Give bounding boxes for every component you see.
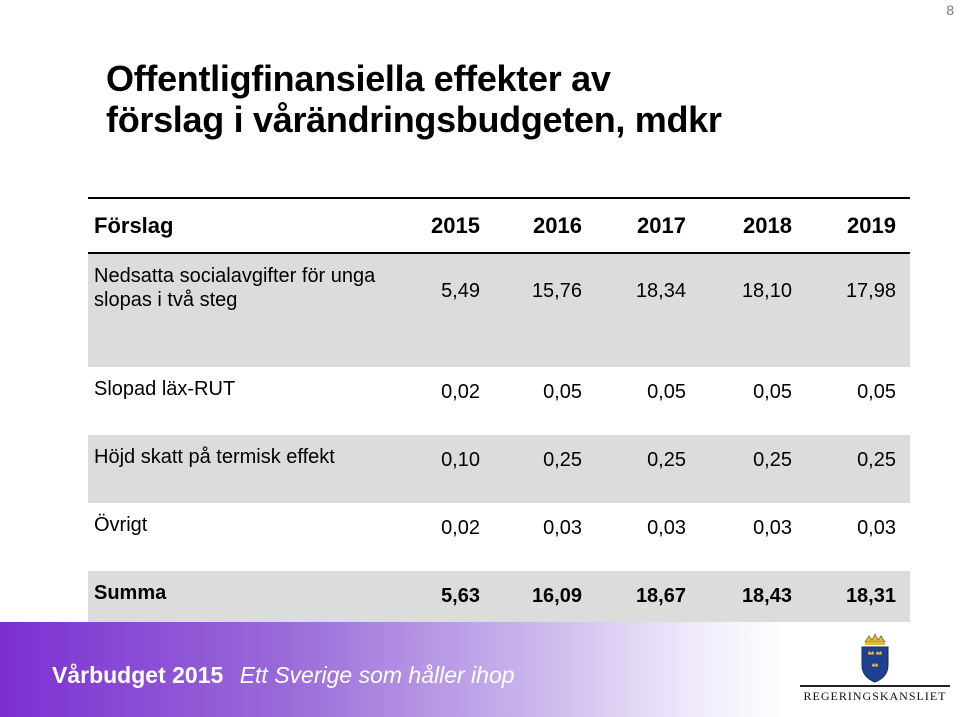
cell-value: 0,25 [543,449,582,471]
footer-text: Vårbudget 2015 Ett Sverige som håller ih… [52,662,515,689]
table-row: Höjd skatt på termisk effekt 0,10 0,25 0… [88,435,910,503]
table-row: Övrigt 0,02 0,03 0,03 0,03 0,03 [88,503,910,571]
cell-value: 0,03 [753,517,792,539]
header-label: Förslag [94,212,174,238]
header-year: 2018 [743,212,792,238]
slide-title: Offentligfinansiella effekter av förslag… [106,58,926,140]
cell-value: 17,98 [845,280,896,302]
slide-title-line-1: Offentligfinansiella effekter av [106,58,611,99]
cell-value: 0,05 [857,381,896,403]
cell-value: 0,03 [543,517,582,539]
table-row: Nedsatta socialavgifter för unga slopas … [88,253,910,367]
row-label-line-1: Nedsatta socialavgifter för unga [94,265,376,287]
cell-value: 0,05 [543,381,582,403]
header-year: 2015 [431,212,480,238]
regeringskansliet-logo: REGERINGSKANSLIET [800,632,950,704]
header-year: 2017 [637,212,686,238]
cell-value: 0,05 [753,381,792,403]
row-label: Höjd skatt på termisk effekt [94,446,335,468]
header-year: 2019 [847,212,896,238]
header-year: 2016 [533,212,582,238]
footer-slogan: Ett Sverige som håller ihop [239,662,515,688]
budget-effects-table: Förslag 2015 2016 2017 2018 2019 Nedsatt… [88,197,910,643]
row-label: Nedsatta socialavgifter för unga slopas … [88,253,388,367]
cell-value: 0,25 [647,449,686,471]
cell-value: 0,25 [753,449,792,471]
row-label: Slopad läx-RUT [94,378,236,400]
cell-value: 0,25 [857,449,896,471]
page-number: 8 [946,2,954,18]
slide-title-line-2: förslag i vårändringsbudgeten, mdkr [106,99,722,140]
cell-value: 0,02 [441,517,480,539]
crown-shield-icon [861,633,889,683]
cell-value: 5,49 [441,280,480,302]
table-row: Slopad läx-RUT 0,02 0,05 0,05 0,05 0,05 [88,367,910,435]
table-header-row: Förslag 2015 2016 2017 2018 2019 [88,198,910,253]
logo-text: REGERINGSKANSLIET [800,685,950,704]
cell-value: 18,10 [741,280,792,302]
cell-value: 0,03 [647,517,686,539]
cell-value: 0,02 [441,381,480,403]
row-label: Övrigt [94,514,148,536]
cell-value: 0,03 [857,517,896,539]
footer-brand: Vårbudget 2015 [52,662,224,688]
cell-value: 0,10 [441,449,480,471]
cell-value: 18,34 [635,280,686,302]
footer-band [0,622,960,717]
cell-value: 15,76 [531,280,582,302]
cell-value: 0,05 [647,381,686,403]
row-label-line-2: slopas i två steg [94,289,238,311]
